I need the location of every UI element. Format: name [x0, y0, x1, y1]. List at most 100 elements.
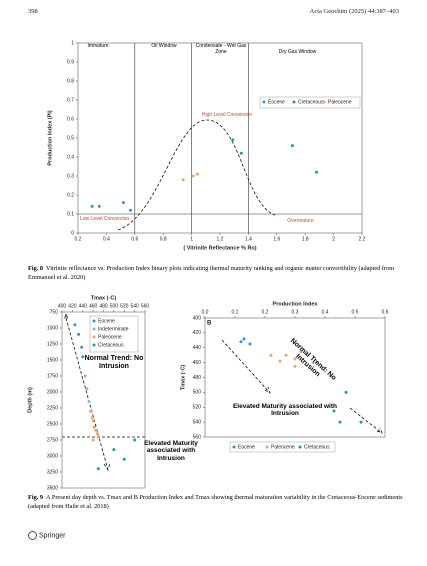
data-point	[80, 345, 84, 349]
data-point	[97, 204, 101, 208]
y-tick-label: 2250	[47, 405, 58, 411]
x-tick-label: 0.5	[352, 309, 359, 315]
y-tick-label: 0.1	[67, 211, 74, 217]
annotation: Oil Window	[151, 43, 177, 49]
x-tick-label: 1.6	[273, 236, 280, 242]
data-point	[91, 438, 95, 442]
data-point	[94, 428, 98, 432]
guide-line	[349, 407, 383, 434]
legend-marker	[92, 327, 96, 331]
caption-label: Fig. 8	[28, 265, 44, 272]
y-tick-label: 0.8	[67, 78, 74, 84]
legend-marker	[92, 335, 96, 339]
legend-box	[229, 441, 336, 453]
y-tick-label: 3250	[47, 469, 58, 475]
guide-line	[221, 339, 271, 394]
x-tick-label: 480	[99, 303, 108, 309]
caption-label: Fig. 9	[28, 494, 44, 501]
x-tick-label: 400	[58, 303, 67, 309]
x-tick-label: 0.2	[262, 309, 269, 315]
footer: Springer	[28, 531, 65, 540]
data-point	[90, 416, 94, 420]
annotation: Elevated Maturity associated with Intrus…	[232, 403, 338, 418]
x-tick-label: 520	[120, 303, 129, 309]
x-tick-label: 0.4	[103, 236, 110, 242]
legend-marker	[232, 445, 236, 449]
x-tick-label: 460	[89, 303, 98, 309]
x-tick-label: 0.6	[382, 309, 389, 315]
x-tick-label: 440	[79, 303, 88, 309]
legend-label: Cretaceous	[98, 342, 124, 348]
data-point	[133, 438, 137, 442]
page-number: 398	[28, 8, 38, 15]
y-tick-label: 460	[193, 360, 202, 366]
y-tick-label: 1000	[47, 325, 58, 331]
data-point	[293, 364, 297, 368]
caption-text: A Present day depth vs. Tmax and B Produ…	[28, 494, 403, 510]
annotation: Immature	[87, 43, 109, 49]
annotation: Normal Trend: No Intrusion	[84, 355, 144, 371]
legend-marker	[92, 343, 96, 347]
x-axis-title: Production Index	[273, 301, 319, 307]
data-point	[92, 425, 96, 429]
y-tick-label: 540	[193, 419, 202, 425]
legend-label: Paleocene	[98, 334, 122, 340]
y-tick-label: 0.2	[67, 192, 74, 198]
data-point	[239, 340, 243, 344]
legend-marker	[322, 100, 326, 104]
x-tick-label: 560	[141, 303, 150, 309]
data-point	[83, 374, 87, 378]
data-point	[91, 419, 95, 423]
legend-label: Eocene	[238, 444, 255, 450]
data-point	[89, 409, 93, 413]
legend-label: Cretaceous	[304, 444, 330, 450]
x-axis-title: Tmax (◦C)	[91, 295, 117, 301]
data-point	[81, 355, 85, 359]
data-point	[90, 204, 94, 208]
data-point	[293, 357, 297, 361]
legend-box	[89, 315, 139, 353]
data-point	[231, 138, 235, 142]
data-point	[95, 432, 99, 436]
data-point	[87, 400, 91, 404]
plot-frame	[77, 42, 363, 234]
data-point	[332, 409, 336, 413]
legend-label: Cretaceous	[298, 99, 324, 105]
y-tick-label: 3500	[47, 485, 58, 491]
data-point	[73, 323, 77, 327]
data-point	[122, 457, 126, 461]
annotation: High Level Conversion	[201, 112, 253, 118]
legend-marker	[292, 100, 296, 104]
y-tick-label: 2000	[47, 389, 58, 395]
y-tick-label: 1	[71, 40, 74, 46]
data-point	[129, 208, 133, 212]
y-tick-label: 500	[193, 390, 202, 396]
x-tick-label: 0.4	[322, 309, 329, 315]
legend-label: Indeterminate	[98, 326, 129, 332]
y-tick-label: 0.4	[67, 154, 74, 160]
x-tick-label: 0.8	[160, 236, 167, 242]
panel-label: A	[64, 315, 69, 321]
x-tick-label: 0.1	[232, 309, 239, 315]
data-point	[315, 170, 319, 174]
y-tick-label: 3000	[47, 453, 58, 459]
y-tick-label: 750	[50, 309, 59, 315]
legend-marker	[298, 445, 302, 449]
data-point	[242, 337, 246, 341]
guide-line	[65, 317, 111, 471]
x-tick-label: 0.0	[202, 309, 209, 315]
data-point	[181, 178, 185, 182]
data-point	[344, 390, 348, 394]
x-tick-label: 0.2	[75, 236, 82, 242]
annotation: Elevated Maturity associated with Intrus…	[144, 440, 198, 462]
data-point	[278, 359, 282, 363]
annotation: Dry Gas Window	[278, 49, 317, 55]
y-tick-label: 440	[193, 345, 202, 351]
data-point	[96, 435, 100, 439]
plot-frame	[204, 317, 386, 438]
x-tick-label: 2	[332, 236, 335, 242]
data-point	[112, 448, 116, 452]
y-tick-label: 520	[193, 405, 202, 411]
y-tick-label: 0.6	[67, 116, 74, 122]
